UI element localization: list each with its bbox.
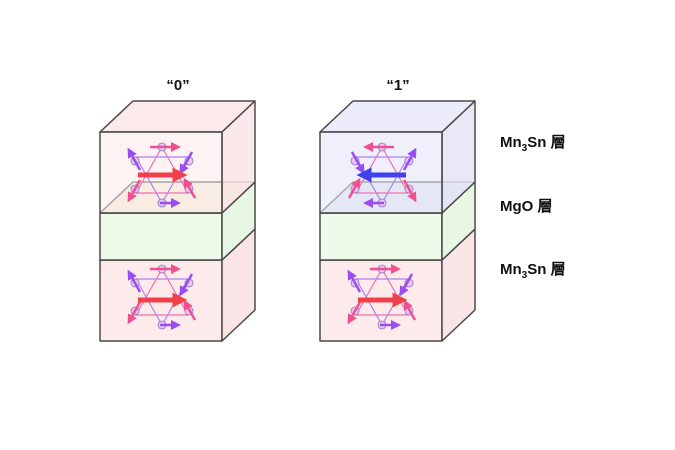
layer-label-top: Mn3Sn 層: [500, 134, 566, 154]
stack-state-0: “0”: [99, 77, 256, 342]
stack-state-1: “1”: [319, 77, 476, 342]
layer-label-middle: MgO 層: [500, 198, 553, 215]
top-mn3sn-block: [99, 100, 256, 214]
state-label: “1”: [386, 77, 409, 94]
top-mn3sn-block: [319, 100, 476, 214]
state-label: “0”: [166, 77, 189, 94]
layer-label-bottom: Mn3Sn 層: [500, 261, 566, 281]
